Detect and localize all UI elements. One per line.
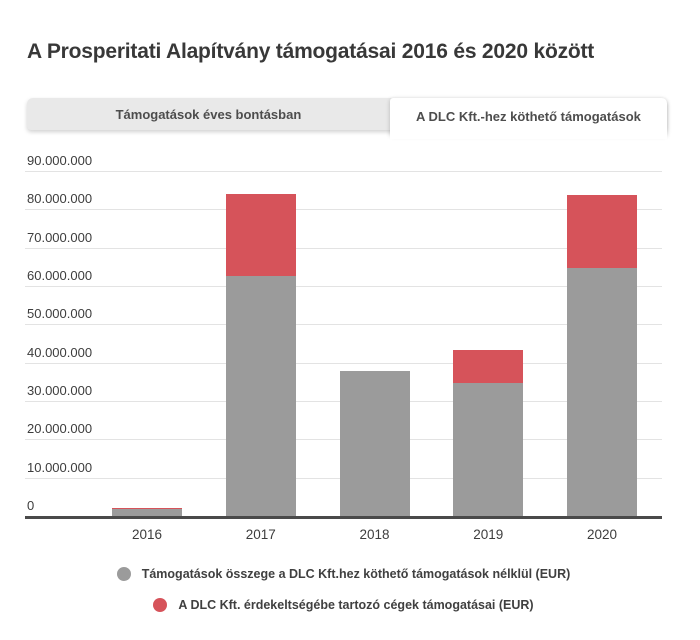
gridline xyxy=(25,209,662,211)
page-title: A Prosperitati Alapítvány támogatásai 20… xyxy=(27,40,595,63)
bar-segment-2017-gray xyxy=(225,276,296,516)
gridline xyxy=(25,324,662,326)
gridline xyxy=(25,171,662,172)
bar-segment-2020-gray xyxy=(567,268,637,516)
legend-item-label: Támogatások összege a DLC Kft.hez köthet… xyxy=(141,566,571,581)
x-axis-line xyxy=(25,516,662,519)
stacked-bar-chart: 90.000.000 80.000.000 70.000.000 60.000.000… xyxy=(25,153,662,542)
gridline xyxy=(25,247,662,249)
chart-legend: Támogatások összege a DLC Kft.hez köthet… xyxy=(25,558,662,620)
y-axis-tick-label: 60.000.000 xyxy=(27,268,93,283)
legend-item-label: A DLC Kft. érdekeltségébe tartozó cégek … xyxy=(178,597,534,612)
y-axis-tick-label: 70.000.000 xyxy=(27,229,93,245)
y-axis-tick-label: 50.000.000 xyxy=(27,306,93,322)
y-axis-tick-label: 20.000.000 xyxy=(27,421,93,437)
legend-item: A DLC Kft. érdekeltségébe tartozó cégek … xyxy=(25,589,662,620)
x-axis-label-2017: 2017 xyxy=(245,527,276,542)
x-axis-label-2019: 2019 xyxy=(473,527,504,542)
x-axis-label-2018: 2018 xyxy=(359,527,390,542)
bar-segment-2019-red xyxy=(453,350,524,383)
bar-segment-2016-red xyxy=(112,507,182,510)
legend-dot-icon xyxy=(153,597,168,612)
y-axis-tick-label: 40.000.000 xyxy=(27,344,93,360)
y-axis-tick-label: 0 xyxy=(27,498,35,513)
x-axis-label-2020: 2020 xyxy=(586,527,618,542)
bar-segment-2018-gray xyxy=(339,371,410,516)
y-axis-tick-label: 10.000.000 xyxy=(27,459,93,475)
tab-dlc-related-grants[interactable]: A DLC Kft.-hez köthető támogatások xyxy=(389,98,668,139)
y-axis-tick-label: 90.000.000 xyxy=(27,153,93,168)
bar-segment-2019-gray xyxy=(453,382,524,516)
y-axis-tick-label: 30.000.000 xyxy=(27,383,93,398)
gridline xyxy=(25,286,662,287)
tab-dlc-related-grants-label: A DLC Kft.-hez köthető támogatások xyxy=(416,109,641,124)
tab-yearly-breakdown[interactable]: Támogatások éves bontásban xyxy=(27,98,390,130)
gridline xyxy=(25,362,662,364)
legend-item: Támogatások összege a DLC Kft.hez köthet… xyxy=(25,558,662,589)
bar-segment-2016-gray xyxy=(112,509,182,516)
tab-bar: Támogatások éves bontásban A DLC Kft.-hez… xyxy=(27,98,668,139)
bar-segment-2020-red xyxy=(567,194,637,269)
tab-yearly-breakdown-label: Támogatások éves bontásban xyxy=(115,106,302,122)
legend-dot-icon xyxy=(116,566,131,581)
y-axis-tick-label: 80.000.000 xyxy=(27,191,93,207)
x-axis-label-2016: 2016 xyxy=(131,527,163,542)
bar-segment-2017-red xyxy=(225,194,296,277)
